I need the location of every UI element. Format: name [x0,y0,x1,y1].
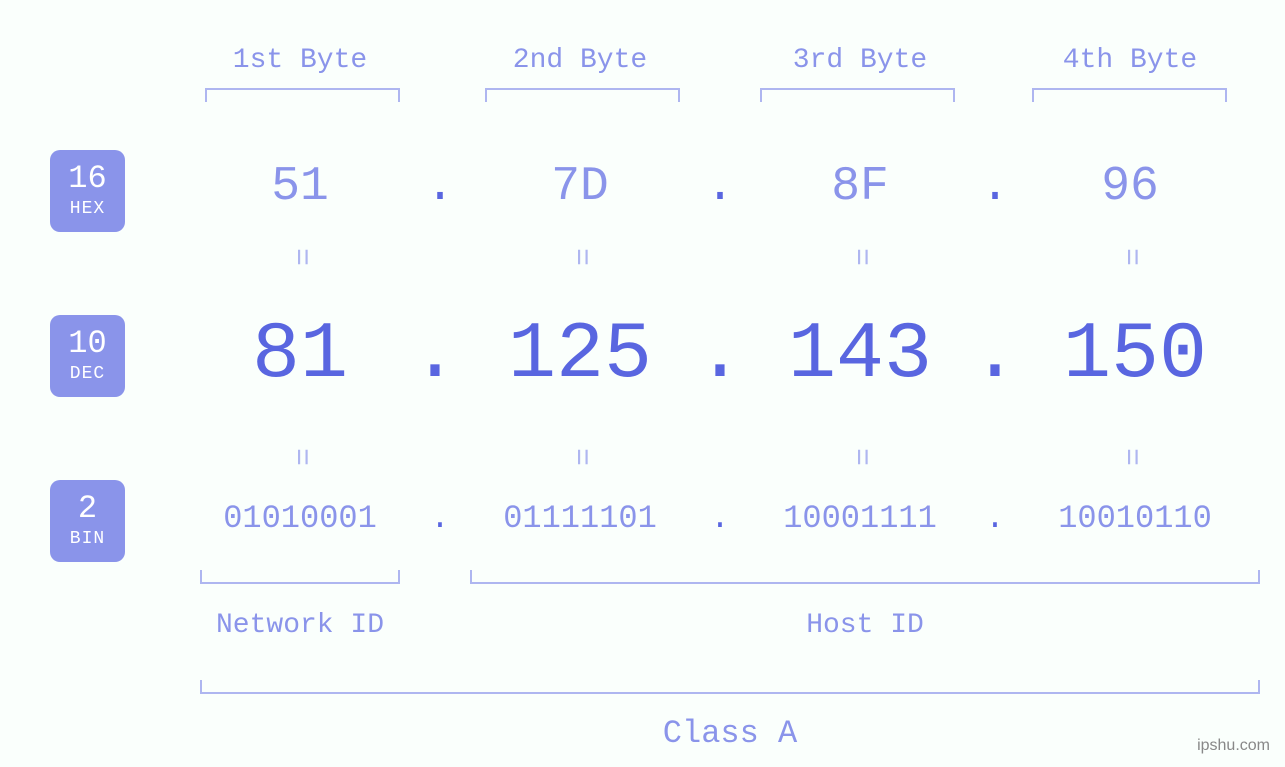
host-label: Host ID [470,610,1260,641]
eq-2-3: = [843,442,877,472]
eq-1-4: = [1113,242,1147,272]
eq-1-2: = [563,242,597,272]
dec-dot-1: . [405,310,465,401]
eq-1-3: = [843,242,877,272]
bin-byte-1: 01010001 [180,500,420,537]
bin-dot-3: . [975,500,1015,537]
bin-dot-1: . [420,500,460,537]
bin-byte-3: 10001111 [740,500,980,537]
base-num-hex: 16 [68,163,106,195]
byte-bracket-2 [485,88,680,102]
base-badge-hex: 16 HEX [50,150,125,232]
eq-2-2: = [563,442,597,472]
byte-header-1: 1st Byte [200,45,400,76]
hex-byte-4: 96 [1030,160,1230,214]
hex-dot-2: . [700,160,740,214]
hex-byte-2: 7D [480,160,680,214]
base-label-bin: BIN [70,529,105,549]
dec-dot-3: . [965,310,1025,401]
base-badge-bin: 2 BIN [50,480,125,562]
hex-dot-1: . [420,160,460,214]
bin-byte-4: 10010110 [1010,500,1260,537]
network-bracket [200,570,400,584]
bin-dot-2: . [700,500,740,537]
hex-byte-3: 8F [760,160,960,214]
base-label-dec: DEC [70,364,105,384]
class-label: Class A [200,715,1260,752]
dec-byte-3: 143 [740,310,980,401]
base-num-bin: 2 [78,493,97,525]
dec-byte-1: 81 [200,310,400,401]
base-num-dec: 10 [68,328,106,360]
byte-bracket-4 [1032,88,1227,102]
host-bracket [470,570,1260,584]
network-label: Network ID [200,610,400,641]
bin-byte-2: 01111101 [460,500,700,537]
base-label-hex: HEX [70,199,105,219]
watermark: ipshu.com [1197,737,1270,755]
byte-header-2: 2nd Byte [480,45,680,76]
byte-bracket-1 [205,88,400,102]
eq-2-4: = [1113,442,1147,472]
class-bracket [200,680,1260,694]
byte-header-4: 4th Byte [1030,45,1230,76]
hex-byte-1: 51 [200,160,400,214]
byte-header-3: 3rd Byte [760,45,960,76]
eq-1-1: = [283,242,317,272]
base-badge-dec: 10 DEC [50,315,125,397]
dec-byte-4: 150 [1015,310,1255,401]
hex-dot-3: . [975,160,1015,214]
eq-2-1: = [283,442,317,472]
byte-bracket-3 [760,88,955,102]
dec-dot-2: . [690,310,750,401]
dec-byte-2: 125 [460,310,700,401]
